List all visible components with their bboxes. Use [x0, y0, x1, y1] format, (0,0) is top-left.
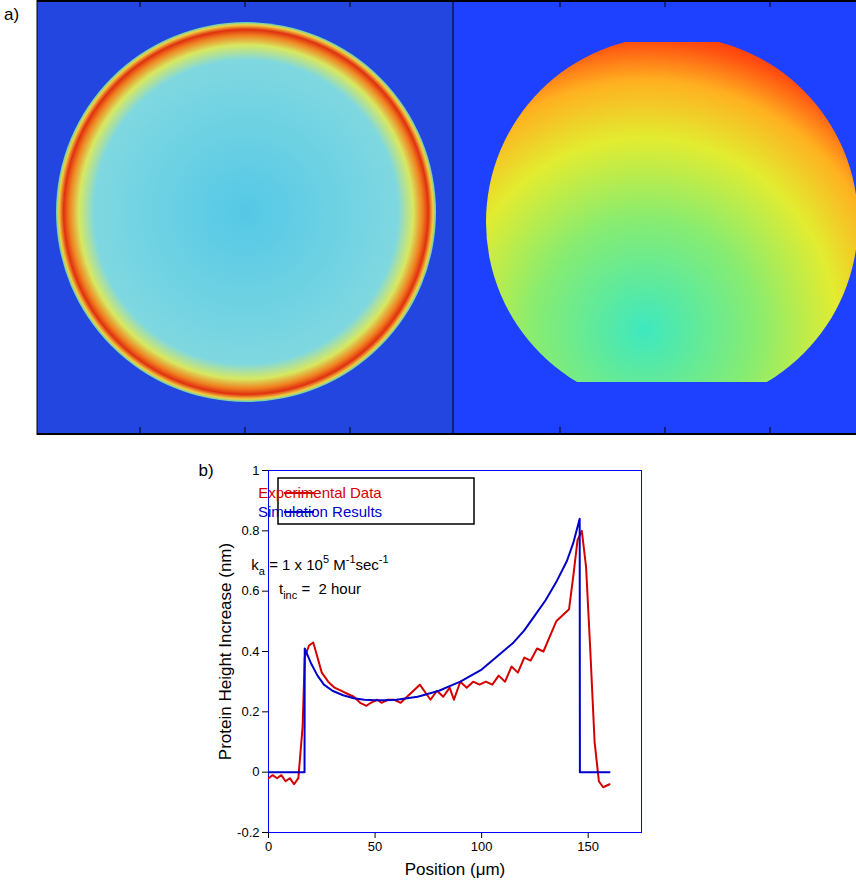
svg-text:ka = 1 x 105 M-1sec-1: ka = 1 x 105 M-1sec-1 — [251, 553, 388, 577]
svg-text:100: 100 — [471, 839, 493, 854]
svg-text:50: 50 — [368, 839, 382, 854]
svg-text:150: 150 — [577, 839, 599, 854]
svg-text:tinc = 2 hour: tinc = 2 hour — [279, 580, 361, 601]
svg-text:Protein Height Increase (nm): Protein Height Increase (nm) — [216, 543, 235, 760]
svg-text:a): a) — [4, 5, 19, 24]
svg-text:b): b) — [198, 461, 213, 480]
svg-text:Simulation Results: Simulation Results — [258, 503, 382, 520]
svg-text:0.6: 0.6 — [241, 583, 259, 598]
svg-text:0: 0 — [252, 764, 259, 779]
svg-text:1: 1 — [252, 463, 259, 478]
svg-text:Position (μm): Position (μm) — [405, 860, 505, 879]
svg-text:0.2: 0.2 — [241, 704, 259, 719]
svg-text:0.4: 0.4 — [241, 644, 259, 659]
svg-text:0: 0 — [265, 839, 272, 854]
svg-text:0.8: 0.8 — [241, 523, 259, 538]
svg-text:Experimental Data: Experimental Data — [258, 484, 382, 501]
svg-text:-0.2: -0.2 — [237, 825, 259, 840]
